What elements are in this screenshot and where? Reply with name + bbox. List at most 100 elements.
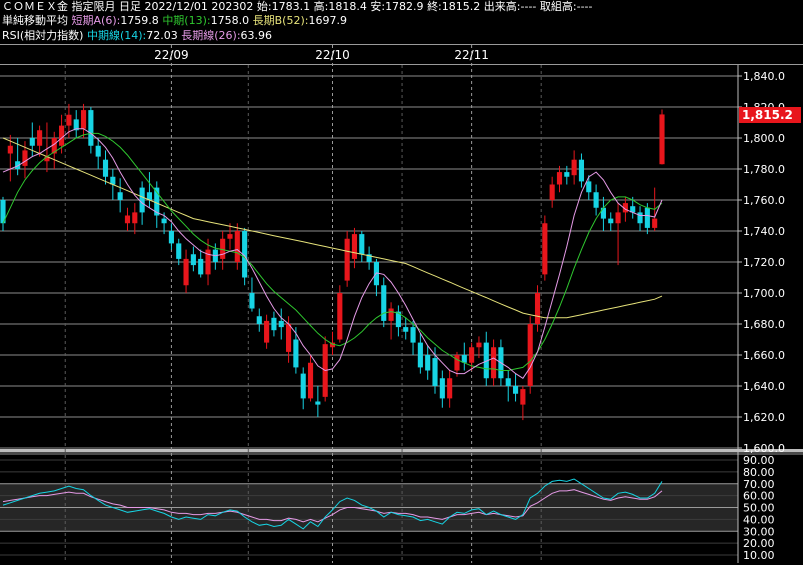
candle-body: [234, 231, 240, 262]
rsi-legend: RSI(相対力指数) 中期線(14):72.03 長期線(26):63.96: [2, 29, 272, 42]
candle-body: [59, 125, 65, 146]
candle-body: [417, 342, 423, 368]
rsi-tick-label: 10.00: [743, 549, 775, 562]
ma-legend-title: 単純移動平均: [2, 14, 68, 27]
candle-body: [329, 342, 336, 348]
volume-label: 出来高:: [483, 0, 521, 13]
rsi-panel: [2, 478, 663, 530]
quote-header: ＣＯＭＥＸ金 指定限月 日足 2022/12/01 202302 始:1783.…: [2, 0, 593, 13]
rsi-tick-label: 50.00: [743, 502, 775, 515]
candle-body: [198, 258, 204, 275]
rsi-tick-label: 90.00: [743, 454, 775, 467]
ma-long-line: [2, 137, 663, 319]
rsi-mid-label: 中期線(14):: [86, 29, 147, 42]
rsi-mid-line: [2, 478, 663, 530]
rsi-mid-value: 72.03: [146, 29, 178, 42]
candle-body: [124, 215, 131, 224]
candle-body: [527, 324, 533, 386]
candle-body: [51, 138, 57, 154]
price-tick-label: 1,640.0: [743, 380, 785, 393]
price-axis: 1,840.01,820.01,800.01,780.01,760.01,740…: [737, 65, 785, 563]
last-price-tag: 1,815.2: [739, 107, 801, 123]
candle-body: [469, 347, 475, 363]
candle-body: [227, 234, 233, 239]
candle-body: [161, 218, 167, 224]
candle-body: [168, 231, 174, 244]
date-tick-label: 22/10: [315, 48, 350, 62]
candle-body: [578, 159, 585, 182]
rsi-tick-label: 40.00: [743, 513, 775, 526]
candle-body: [608, 218, 614, 224]
price-tick-label: 1,760.0: [743, 194, 785, 207]
candle-body: [154, 187, 160, 216]
ma-short-line: [2, 128, 663, 379]
candle-body: [300, 373, 306, 399]
candle-body: [644, 207, 650, 228]
rsi-long-line: [2, 489, 663, 523]
candle-body: [264, 320, 270, 343]
candle-body: [73, 119, 79, 131]
candle-body: [534, 293, 541, 324]
candle-body: [315, 401, 321, 405]
candle-body: [183, 258, 189, 286]
candle-body: [88, 110, 94, 146]
candle-body: [102, 159, 109, 177]
candle-body: [176, 243, 182, 259]
candle-body: [146, 192, 153, 200]
high-label: 高:: [313, 0, 329, 13]
ma-short-value: 1759.8: [120, 14, 159, 27]
candle-body: [7, 145, 13, 154]
candle-body: [410, 327, 416, 343]
instrument-name: ＣＯＭＥＸ金 指定限月 日足: [2, 0, 141, 13]
price-tick-label: 1,800.0: [743, 132, 785, 145]
candle-body: [29, 138, 35, 146]
volume-value: ----: [520, 0, 537, 13]
high-value: 1818.4: [328, 0, 367, 13]
candle-body: [395, 311, 401, 328]
candle-body: [505, 378, 511, 386]
candle-body: [117, 192, 123, 200]
price-tick-label: 1,740.0: [743, 225, 785, 238]
candle-body: [286, 324, 292, 352]
ma-mid-line: [2, 132, 663, 371]
candle-body: [571, 159, 577, 176]
candle-body: [359, 234, 365, 255]
moving-average-lines: [2, 128, 663, 379]
rsi-tick-label: 70.00: [743, 478, 775, 491]
candle-body: [622, 203, 628, 213]
rsi-long-value: 63.96: [240, 29, 273, 42]
candle-body: [388, 308, 394, 321]
candle-body: [190, 254, 196, 266]
candle-body: [351, 234, 358, 259]
rsi-tick-label: 20.00: [743, 537, 775, 550]
candle-body: [220, 238, 226, 259]
candle-body: [556, 172, 563, 185]
candle-body: [66, 114, 72, 126]
candle-body: [432, 358, 438, 386]
candle-body: [630, 206, 636, 213]
candle-body: [15, 161, 21, 169]
oi-value: ----: [576, 0, 593, 13]
open-label: 始:: [256, 0, 272, 13]
low-value: 1782.9: [385, 0, 424, 13]
candle-body: [425, 355, 431, 371]
ma-legend: 単純移動平均 短期A(6):1759.8 中期(13):1758.0 長期B(5…: [2, 14, 347, 27]
candle-body: [491, 347, 497, 379]
rsi-tick-label: 60.00: [743, 490, 775, 503]
candle-body: [307, 362, 314, 399]
candle-body: [95, 145, 101, 157]
price-tick-label: 1,660.0: [743, 349, 785, 362]
candle-body: [659, 114, 665, 165]
candle-body: [549, 184, 555, 200]
candle-body: [586, 181, 592, 193]
candle-body: [344, 238, 350, 281]
ma-mid-value: 1758.0: [210, 14, 250, 27]
oi-label: 取組高:: [539, 0, 577, 13]
candle-body: [461, 355, 467, 363]
candle-body: [483, 342, 489, 379]
price-tick-label: 1,600.0: [743, 442, 785, 455]
candle-body: [37, 130, 43, 146]
candle-body: [637, 212, 643, 224]
grid-lines: [0, 45, 803, 563]
